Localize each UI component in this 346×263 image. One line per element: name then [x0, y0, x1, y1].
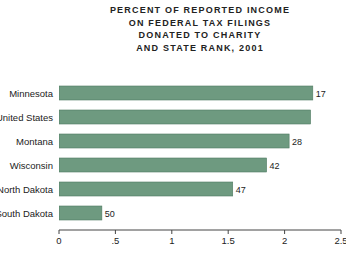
x-tick-label: 2.5: [334, 235, 346, 246]
bar: [59, 86, 313, 100]
category-label: Montana: [16, 136, 54, 147]
x-tick: [341, 230, 342, 234]
x-axis: [59, 230, 341, 231]
bars: [59, 86, 313, 220]
category-label: Wisconsin: [10, 160, 53, 171]
x-tick-label: 0: [56, 235, 61, 246]
title: PERCENT OF REPORTED INCOME ON FEDERAL TAX…: [110, 5, 290, 53]
chart: PERCENT OF REPORTED INCOME ON FEDERAL TAX…: [0, 0, 346, 263]
x-tick-label: 1: [169, 235, 174, 246]
title-line: DONATED TO CHARITY: [139, 30, 262, 40]
rank-label: 47: [236, 185, 246, 195]
x-tick-label: 1.5: [222, 235, 235, 246]
rank-label: 17: [316, 89, 326, 99]
category-label: Minnesota: [9, 88, 54, 99]
x-tick: [59, 230, 60, 234]
x-tick-label: 2: [282, 235, 287, 246]
rank-label: 28: [292, 137, 302, 147]
category-label: North Dakota: [0, 184, 54, 195]
title-line: AND STATE RANK, 2001: [136, 43, 264, 53]
labels: Minnesota 17 United States Montana 28 Wiscons…: [0, 88, 326, 219]
x-tick: [228, 230, 229, 234]
title-line: ON FEDERAL TAX FILINGS: [129, 18, 272, 28]
category-label: United States: [0, 112, 53, 123]
bar: [59, 110, 311, 124]
x-tick: [284, 230, 285, 234]
x-tick: [115, 230, 116, 234]
bar: [59, 206, 102, 220]
rank-label: 50: [105, 209, 115, 219]
bar: [59, 158, 267, 172]
category-label: South Dakota: [0, 208, 54, 219]
chart-container: PERCENT OF REPORTED INCOME ON FEDERAL TAX…: [0, 0, 346, 263]
bar: [59, 134, 289, 148]
bar: [59, 182, 233, 196]
x-tick: [171, 230, 172, 234]
rank-label: 42: [270, 161, 280, 171]
x-tick-label: .5: [111, 235, 119, 246]
title-line: PERCENT OF REPORTED INCOME: [110, 5, 290, 15]
